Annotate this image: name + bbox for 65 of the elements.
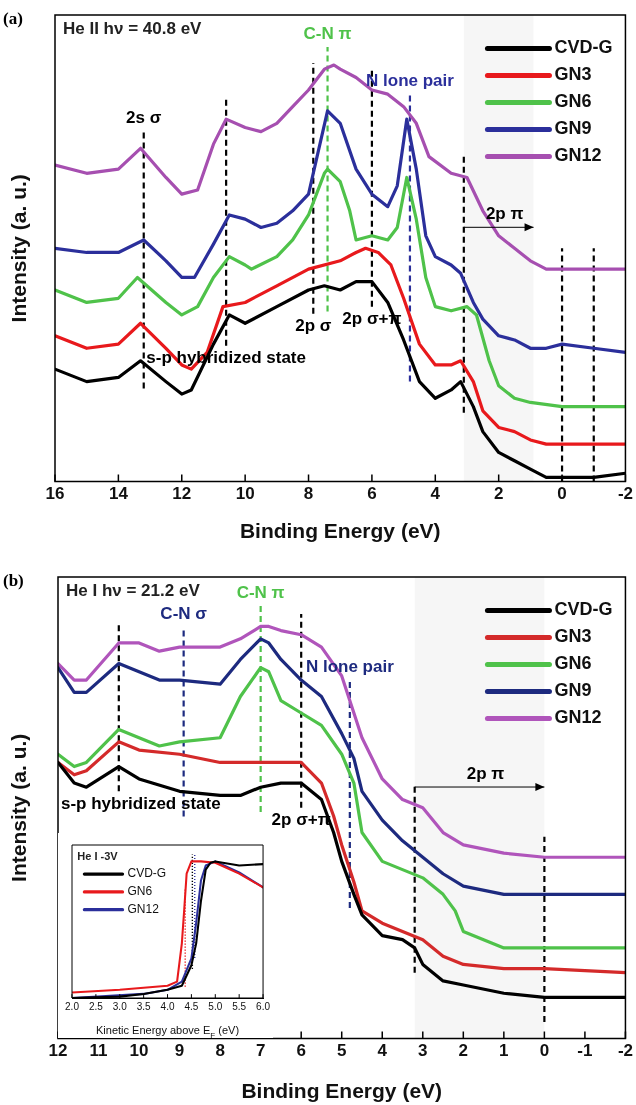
ref-line-label: 2s σ: [126, 108, 162, 128]
legend-label: GN12: [554, 707, 602, 728]
x-tick-label: 1: [499, 1041, 509, 1061]
x-tick-label: 3.5: [136, 1000, 152, 1012]
ref-line-label: s-p hybridized state: [61, 793, 221, 813]
x-tick-label: 4.5: [184, 1000, 199, 1012]
legend-label: CVD-G: [127, 866, 167, 881]
y-axis-title: Intensity (a. u.): [6, 733, 30, 882]
x-tick-label: 0: [557, 484, 567, 504]
legend-label: CVD-G: [554, 37, 613, 58]
ref-line-label: N lone pair: [366, 71, 455, 91]
x-tick-label: -2: [617, 484, 633, 504]
band-label: 2p π: [485, 204, 524, 224]
legend-label: GN6: [554, 653, 592, 674]
x-tick-label: 8: [303, 484, 314, 504]
x-tick-label: 5.5: [232, 1000, 247, 1012]
x-tick-label: 3: [418, 1041, 428, 1061]
legend-label: GN6: [554, 91, 592, 112]
x-tick-label: 10: [235, 484, 255, 504]
x-axis-title: Binding Energy (eV): [241, 1079, 443, 1103]
chart-title: (a): [3, 8, 23, 28]
x-tick-label: 2: [493, 484, 504, 504]
annotation: He I -3V: [77, 849, 119, 862]
ref-line-label: C-N π: [236, 583, 285, 603]
x-tick-label: 11: [89, 1041, 108, 1061]
ref-line-label: C-N σ: [160, 603, 208, 623]
x-tick-label: 7: [255, 1041, 266, 1061]
text: He I hν = 21.2 eV: [66, 581, 201, 601]
x-tick-label: 4.0: [160, 1000, 175, 1012]
x-tick-label: 16: [45, 484, 65, 504]
x-tick-label: 12: [48, 1041, 68, 1061]
x-tick-label: 14: [108, 484, 129, 504]
x-tick-label: 10: [129, 1041, 149, 1061]
x-tick-label: 0: [539, 1041, 550, 1061]
legend-label: GN12: [127, 902, 160, 917]
legend-label: GN9: [554, 680, 592, 701]
x-tick-label: 5: [336, 1041, 347, 1061]
x-tick-label: 6: [367, 484, 377, 504]
x-tick-label: 4: [377, 1041, 388, 1061]
legend-label: GN9: [554, 118, 592, 139]
x-tick-label: 3.0: [112, 1000, 128, 1012]
text: He II hν = 40.8 eV: [63, 19, 203, 39]
ref-line-label: C-N π: [303, 24, 352, 44]
ref-line-label: 2p σ: [295, 315, 332, 335]
x-tick-label: -2: [617, 1041, 633, 1061]
legend-label: GN3: [554, 64, 592, 85]
x-tick-label: 8: [215, 1041, 225, 1061]
x-tick-label: -1: [577, 1041, 593, 1061]
x-tick-label: 2.0: [65, 1000, 80, 1012]
legend-label: GN6: [127, 884, 153, 899]
legend-label: CVD-G: [554, 599, 613, 620]
legend-label: GN3: [554, 626, 592, 647]
band-label: 2p π: [466, 764, 505, 784]
x-tick-label: 4: [430, 484, 441, 504]
x-tick-label: 6.0: [256, 1000, 271, 1012]
x-tick-label: 5.0: [208, 1000, 223, 1012]
chart-title: (b): [3, 570, 24, 590]
y-axis-title: Intensity (a. u.): [6, 174, 30, 323]
x-axis-title: Binding Energy (eV): [239, 519, 441, 543]
x-tick-label: 12: [172, 484, 192, 504]
x-tick-label: 9: [174, 1041, 185, 1061]
legend-label: GN12: [554, 145, 602, 166]
x-tick-label: 2.5: [88, 1000, 104, 1012]
x-tick-label: 2: [458, 1041, 469, 1061]
x-tick-label: 6: [296, 1041, 306, 1061]
